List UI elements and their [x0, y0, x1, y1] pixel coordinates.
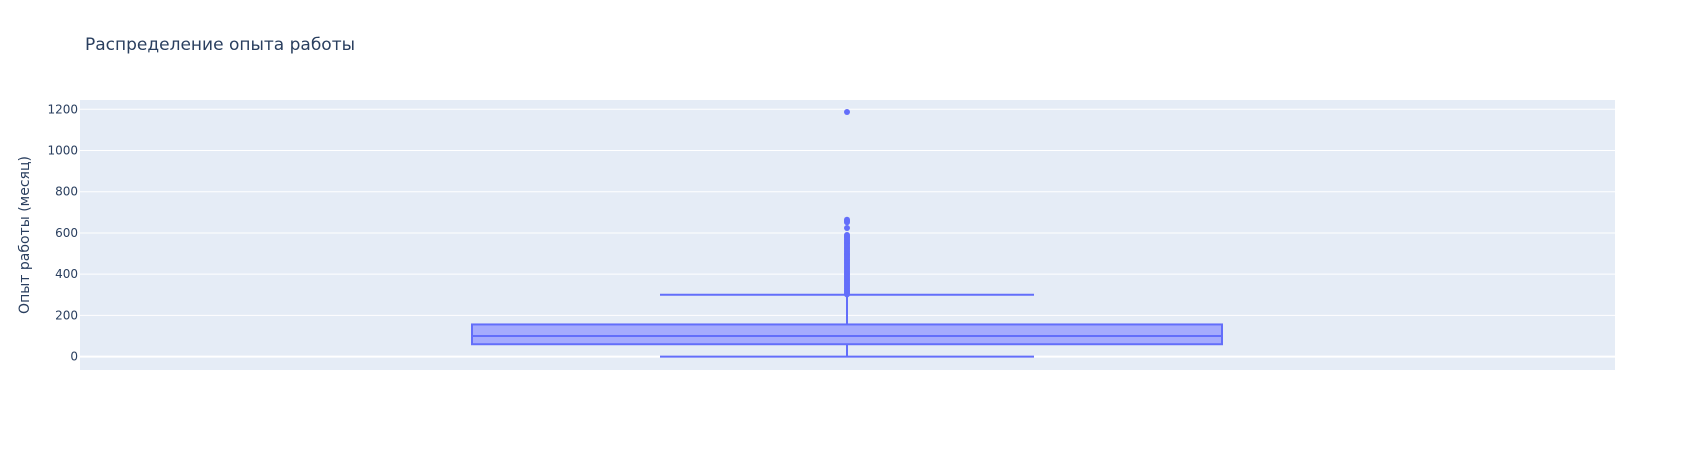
y-axis-ticks: 0 200 400 600 800 1000 1200 [47, 102, 78, 363]
outlier-point [844, 232, 850, 238]
outlier-points [844, 108, 850, 298]
y-tick-label: 1000 [47, 143, 78, 157]
outlier-point [844, 108, 850, 115]
y-tick-label: 0 [70, 350, 78, 364]
box-plot [471, 293, 1223, 358]
y-axis-label: Опыт работы (месяц) [17, 156, 33, 314]
y-tick-label: 1200 [47, 102, 78, 116]
outlier-point [844, 224, 850, 231]
chart-title: Распределение опыта работы [85, 35, 355, 55]
y-tick-label: 600 [55, 226, 78, 240]
outlier-point [844, 216, 850, 223]
y-tick-label: 800 [55, 185, 78, 199]
box-iqr [471, 323, 1223, 346]
y-tick-label: 400 [55, 267, 78, 281]
y-tick-label: 200 [55, 308, 78, 322]
